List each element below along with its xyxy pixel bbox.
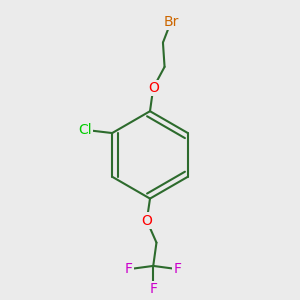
Text: F: F — [149, 282, 157, 296]
Text: F: F — [125, 262, 133, 276]
Text: Br: Br — [164, 15, 179, 28]
Text: O: O — [148, 81, 159, 95]
Text: Cl: Cl — [78, 123, 92, 137]
Text: O: O — [141, 214, 152, 228]
Text: F: F — [173, 262, 181, 276]
